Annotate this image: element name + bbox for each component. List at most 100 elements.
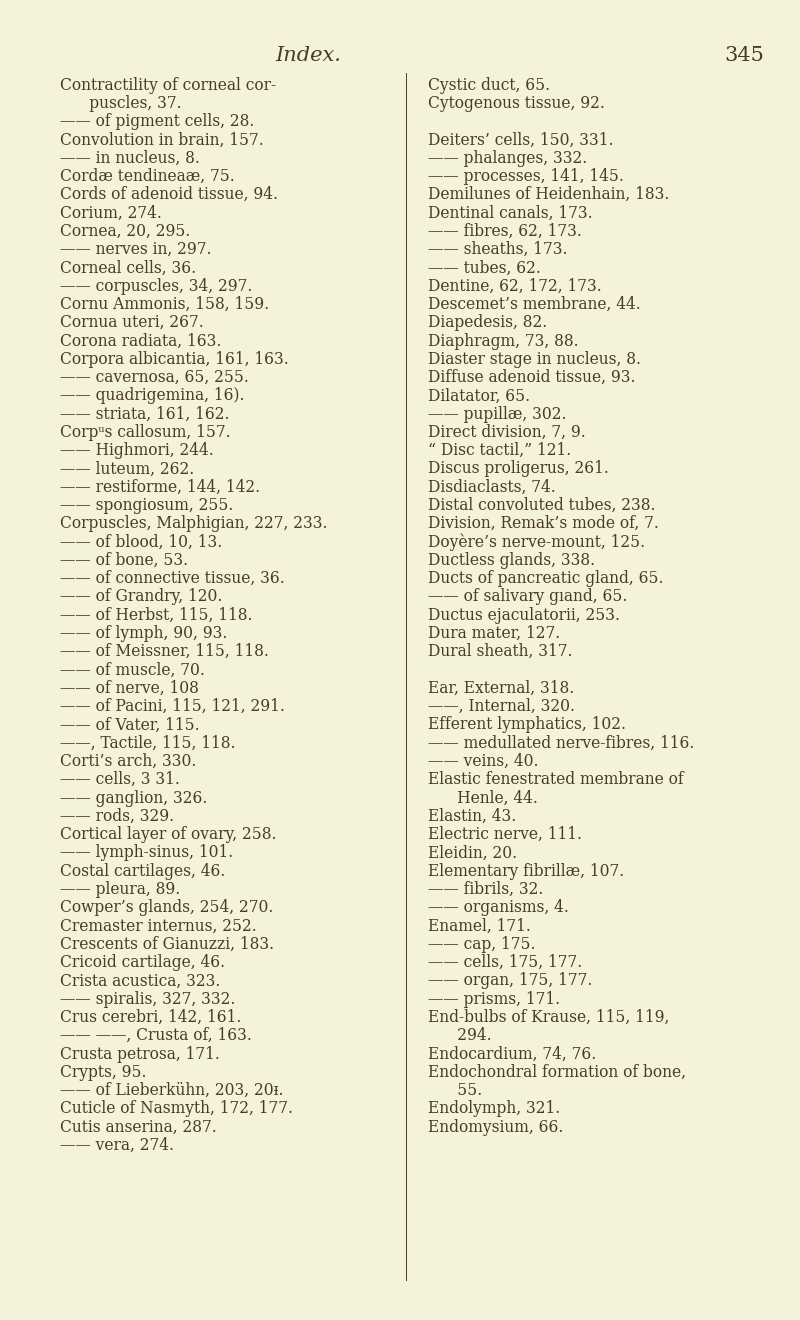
Text: —— nerves in, 297.: —— nerves in, 297. bbox=[60, 242, 211, 259]
Text: —— of Herbst, 115, 118.: —— of Herbst, 115, 118. bbox=[60, 607, 253, 624]
Text: Corpora albicantia, 161, 163.: Corpora albicantia, 161, 163. bbox=[60, 351, 289, 368]
Text: Cutis anserina, 287.: Cutis anserina, 287. bbox=[60, 1118, 217, 1135]
Text: —— of Meissner, 115, 118.: —— of Meissner, 115, 118. bbox=[60, 643, 269, 660]
Text: 345: 345 bbox=[724, 46, 764, 65]
Text: puscles, 37.: puscles, 37. bbox=[60, 95, 182, 112]
Text: —— pupillæ, 302.: —— pupillæ, 302. bbox=[428, 405, 566, 422]
Text: —— of bone, 53.: —— of bone, 53. bbox=[60, 552, 188, 569]
Text: —— prisms, 171.: —— prisms, 171. bbox=[428, 990, 560, 1007]
Text: 55.: 55. bbox=[428, 1082, 482, 1100]
Text: 294.: 294. bbox=[428, 1027, 492, 1044]
Text: Ductus ejaculatorii, 253.: Ductus ejaculatorii, 253. bbox=[428, 607, 620, 624]
Text: —— spiralis, 327, 332.: —— spiralis, 327, 332. bbox=[60, 990, 235, 1007]
Text: —— of salivary gıand, 65.: —— of salivary gıand, 65. bbox=[428, 589, 627, 606]
Text: Corti’s arch, 330.: Corti’s arch, 330. bbox=[60, 752, 196, 770]
Text: Deiters’ cells, 150, 331.: Deiters’ cells, 150, 331. bbox=[428, 132, 614, 148]
Text: Division, Remak’s mode of, 7.: Division, Remak’s mode of, 7. bbox=[428, 515, 659, 532]
Text: —— corpuscles, 34, 297.: —— corpuscles, 34, 297. bbox=[60, 277, 252, 294]
Text: —— of lymph, 90, 93.: —— of lymph, 90, 93. bbox=[60, 626, 227, 642]
Text: Crescents of Gianuzzi, 183.: Crescents of Gianuzzi, 183. bbox=[60, 936, 274, 953]
Text: Crista acustica, 323.: Crista acustica, 323. bbox=[60, 973, 220, 990]
Text: Crus cerebri, 142, 161.: Crus cerebri, 142, 161. bbox=[60, 1008, 242, 1026]
Text: Corona radiata, 163.: Corona radiata, 163. bbox=[60, 333, 222, 350]
Text: —— fibrils, 32.: —— fibrils, 32. bbox=[428, 880, 543, 898]
Text: Descemet’s membrane, 44.: Descemet’s membrane, 44. bbox=[428, 296, 641, 313]
Text: “ Disc tactil,” 121.: “ Disc tactil,” 121. bbox=[428, 442, 571, 459]
Text: Crypts, 95.: Crypts, 95. bbox=[60, 1064, 146, 1081]
Text: —— quadrigemina, 16).: —— quadrigemina, 16). bbox=[60, 387, 245, 404]
Text: Electric nerve, 111.: Electric nerve, 111. bbox=[428, 826, 582, 843]
Text: —— cap, 175.: —— cap, 175. bbox=[428, 936, 535, 953]
Text: Dilatator, 65.: Dilatator, 65. bbox=[428, 387, 530, 404]
Text: ——, Tactile, 115, 118.: ——, Tactile, 115, 118. bbox=[60, 735, 235, 751]
Text: Endomysium, 66.: Endomysium, 66. bbox=[428, 1118, 563, 1135]
Text: —— of muscle, 70.: —— of muscle, 70. bbox=[60, 661, 205, 678]
Text: Cornea, 20, 295.: Cornea, 20, 295. bbox=[60, 223, 190, 240]
Text: Demilunes of Heidenhain, 183.: Demilunes of Heidenhain, 183. bbox=[428, 186, 670, 203]
Text: Corpuscles, Malphigian, 227, 233.: Corpuscles, Malphigian, 227, 233. bbox=[60, 515, 327, 532]
Text: —— pleura, 89.: —— pleura, 89. bbox=[60, 880, 180, 898]
Text: Diaphragm, 73, 88.: Diaphragm, 73, 88. bbox=[428, 333, 578, 350]
Text: —— of pigment cells, 28.: —— of pigment cells, 28. bbox=[60, 114, 254, 131]
Text: —— restiforme, 144, 142.: —— restiforme, 144, 142. bbox=[60, 479, 260, 496]
Text: —— ——, Crusta of, 163.: —— ——, Crusta of, 163. bbox=[60, 1027, 252, 1044]
Text: —— of nerve, 108: —— of nerve, 108 bbox=[60, 680, 199, 697]
Text: Corium, 274.: Corium, 274. bbox=[60, 205, 162, 222]
Text: —— ganglion, 326.: —— ganglion, 326. bbox=[60, 789, 207, 807]
Text: —— striata, 161, 162.: —— striata, 161, 162. bbox=[60, 405, 230, 422]
Text: —— of Lieberkühn, 203, 20ᵻ.: —— of Lieberkühn, 203, 20ᵻ. bbox=[60, 1082, 283, 1100]
Text: —— veins, 40.: —— veins, 40. bbox=[428, 752, 538, 770]
Text: —— of Vater, 115.: —— of Vater, 115. bbox=[60, 717, 200, 734]
Text: Contractility of corneal cor-: Contractility of corneal cor- bbox=[60, 77, 276, 94]
Text: —— luteum, 262.: —— luteum, 262. bbox=[60, 461, 194, 478]
Text: Doyère’s nerve-mount, 125.: Doyère’s nerve-mount, 125. bbox=[428, 533, 645, 552]
Text: Cornu Ammonis, 158, 159.: Cornu Ammonis, 158, 159. bbox=[60, 296, 269, 313]
Text: Direct division, 7, 9.: Direct division, 7, 9. bbox=[428, 424, 586, 441]
Text: End-bulbs of Krause, 115, 119,: End-bulbs of Krause, 115, 119, bbox=[428, 1008, 670, 1026]
Text: Ear, External, 318.: Ear, External, 318. bbox=[428, 680, 574, 697]
Text: Cowper’s glands, 254, 270.: Cowper’s glands, 254, 270. bbox=[60, 899, 274, 916]
Text: Index.: Index. bbox=[275, 46, 341, 65]
Text: Ductless glands, 338.: Ductless glands, 338. bbox=[428, 552, 595, 569]
Text: Convolution in brain, 157.: Convolution in brain, 157. bbox=[60, 132, 264, 148]
Text: Dentine, 62, 172, 173.: Dentine, 62, 172, 173. bbox=[428, 277, 602, 294]
Text: Endochondral formation of bone,: Endochondral formation of bone, bbox=[428, 1064, 686, 1081]
Text: Cordæ tendineaæ, 75.: Cordæ tendineaæ, 75. bbox=[60, 168, 234, 185]
Text: —— sheaths, 173.: —— sheaths, 173. bbox=[428, 242, 567, 259]
Text: Cricoid cartilage, 46.: Cricoid cartilage, 46. bbox=[60, 954, 225, 972]
Text: Cystic duct, 65.: Cystic duct, 65. bbox=[428, 77, 550, 94]
Text: Cremaster internus, 252.: Cremaster internus, 252. bbox=[60, 917, 257, 935]
Text: Cords of adenoid tissue, 94.: Cords of adenoid tissue, 94. bbox=[60, 186, 278, 203]
Text: Dentinal canals, 173.: Dentinal canals, 173. bbox=[428, 205, 593, 222]
Text: —— in nucleus, 8.: —— in nucleus, 8. bbox=[60, 149, 200, 166]
Text: Cuticle of Nasmyth, 172, 177.: Cuticle of Nasmyth, 172, 177. bbox=[60, 1101, 293, 1117]
Text: Diapedesis, 82.: Diapedesis, 82. bbox=[428, 314, 547, 331]
Text: Enamel, 171.: Enamel, 171. bbox=[428, 917, 531, 935]
Text: —— of connective tissue, 36.: —— of connective tissue, 36. bbox=[60, 570, 285, 587]
Text: —— cells, 175, 177.: —— cells, 175, 177. bbox=[428, 954, 582, 972]
Text: —— cells, 3 31.: —— cells, 3 31. bbox=[60, 771, 180, 788]
Text: Efferent lymphatics, 102.: Efferent lymphatics, 102. bbox=[428, 717, 626, 734]
Text: —— medullated nerve-fibres, 116.: —— medullated nerve-fibres, 116. bbox=[428, 735, 694, 751]
Text: Eleidin, 20.: Eleidin, 20. bbox=[428, 845, 517, 862]
Text: —— tubes, 62.: —— tubes, 62. bbox=[428, 260, 541, 276]
Text: Distal convoluted tubes, 238.: Distal convoluted tubes, 238. bbox=[428, 498, 655, 513]
Text: Cornua uteri, 267.: Cornua uteri, 267. bbox=[60, 314, 204, 331]
Text: Endocardium, 74, 76.: Endocardium, 74, 76. bbox=[428, 1045, 596, 1063]
Text: —— of Pacini, 115, 121, 291.: —— of Pacini, 115, 121, 291. bbox=[60, 698, 285, 715]
Text: Elastic fenestrated membrane of: Elastic fenestrated membrane of bbox=[428, 771, 684, 788]
Text: —— rods, 329.: —— rods, 329. bbox=[60, 808, 174, 825]
Text: —— processes, 141, 145.: —— processes, 141, 145. bbox=[428, 168, 624, 185]
Text: Crusta petrosa, 171.: Crusta petrosa, 171. bbox=[60, 1045, 220, 1063]
Text: —— cavernosa, 65, 255.: —— cavernosa, 65, 255. bbox=[60, 370, 249, 385]
Text: Diaster stage in nucleus, 8.: Diaster stage in nucleus, 8. bbox=[428, 351, 641, 368]
Text: Discus proligerus, 261.: Discus proligerus, 261. bbox=[428, 461, 609, 478]
Text: —— phalanges, 332.: —— phalanges, 332. bbox=[428, 149, 587, 166]
Text: Henle, 44.: Henle, 44. bbox=[428, 789, 538, 807]
Text: Cytogenous tissue, 92.: Cytogenous tissue, 92. bbox=[428, 95, 605, 112]
Text: Endolymph, 321.: Endolymph, 321. bbox=[428, 1101, 560, 1117]
Text: Costal cartilages, 46.: Costal cartilages, 46. bbox=[60, 863, 226, 879]
Text: Diffuse adenoid tissue, 93.: Diffuse adenoid tissue, 93. bbox=[428, 370, 635, 385]
Text: Elementary fibrillæ, 107.: Elementary fibrillæ, 107. bbox=[428, 863, 624, 879]
Text: —— of blood, 10, 13.: —— of blood, 10, 13. bbox=[60, 533, 222, 550]
